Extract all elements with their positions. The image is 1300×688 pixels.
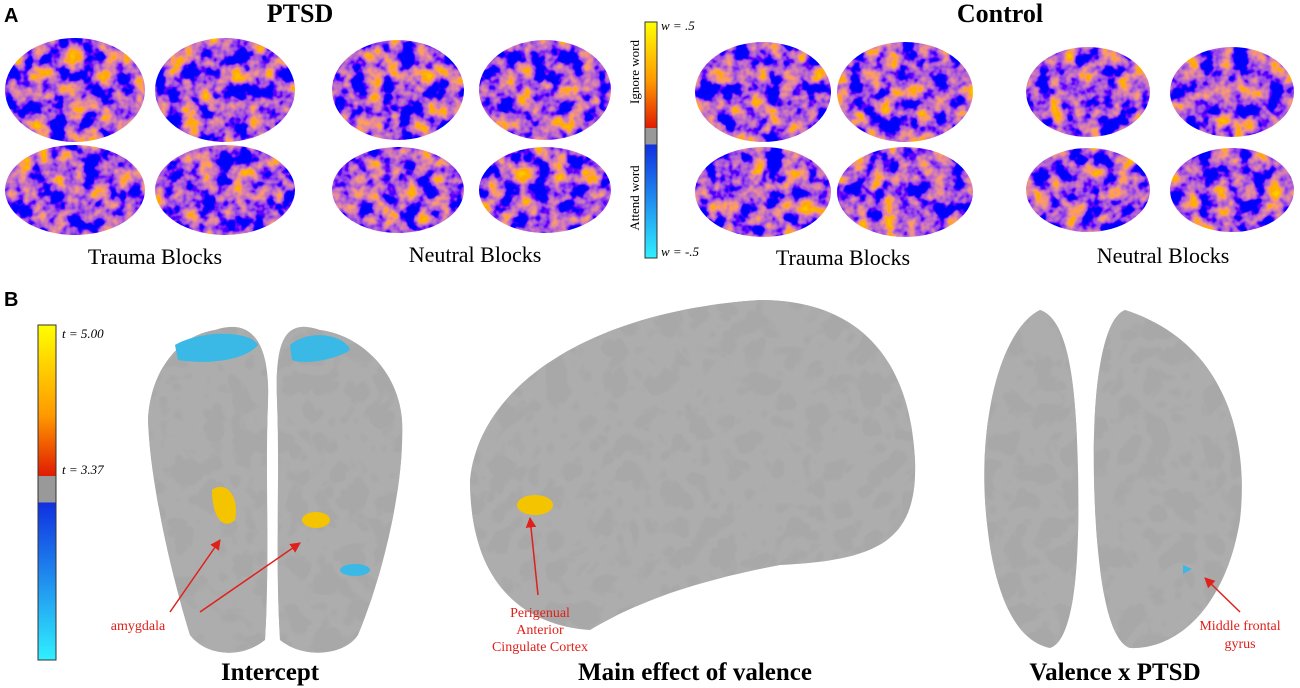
annotation: Cingulate Cortex (492, 640, 588, 655)
annotation: Perigenual (510, 606, 570, 621)
block-label: Trauma Blocks (776, 245, 910, 270)
block-label: Trauma Blocks (88, 244, 222, 269)
annotation: amygdala (111, 619, 166, 634)
panel-title: Main effect of valence (578, 659, 812, 686)
block-label: Neutral Blocks (1097, 243, 1230, 268)
colorbar-label: Ignore word (627, 40, 642, 104)
colorbar-label: w = .5 (661, 18, 695, 33)
activation (175, 333, 1192, 576)
colorbar (644, 21, 658, 259)
surface-maps (5, 38, 1294, 237)
colorbar-label: w = -.5 (661, 244, 700, 259)
annotation: gyrus (1224, 637, 1255, 652)
block-label: Neutral Blocks (409, 242, 542, 267)
group-title: PTSD (267, 0, 333, 28)
annotation: Anterior (516, 623, 564, 638)
panel-label: B (4, 289, 18, 311)
panel-title: Valence x PTSD (1029, 659, 1200, 686)
group-title: Control (957, 0, 1043, 28)
annotation-arrow (169, 516, 1241, 613)
colorbar-label: Attend word (627, 165, 642, 231)
panel-label: A (4, 5, 18, 27)
panel-title: Intercept (221, 659, 320, 686)
colorbar-label: t = 3.37 (62, 462, 104, 477)
colorbar (37, 324, 57, 661)
annotation: Middle frontal (1199, 619, 1280, 634)
brain-surface (148, 300, 1242, 653)
colorbar-label: t = 5.00 (62, 326, 104, 341)
